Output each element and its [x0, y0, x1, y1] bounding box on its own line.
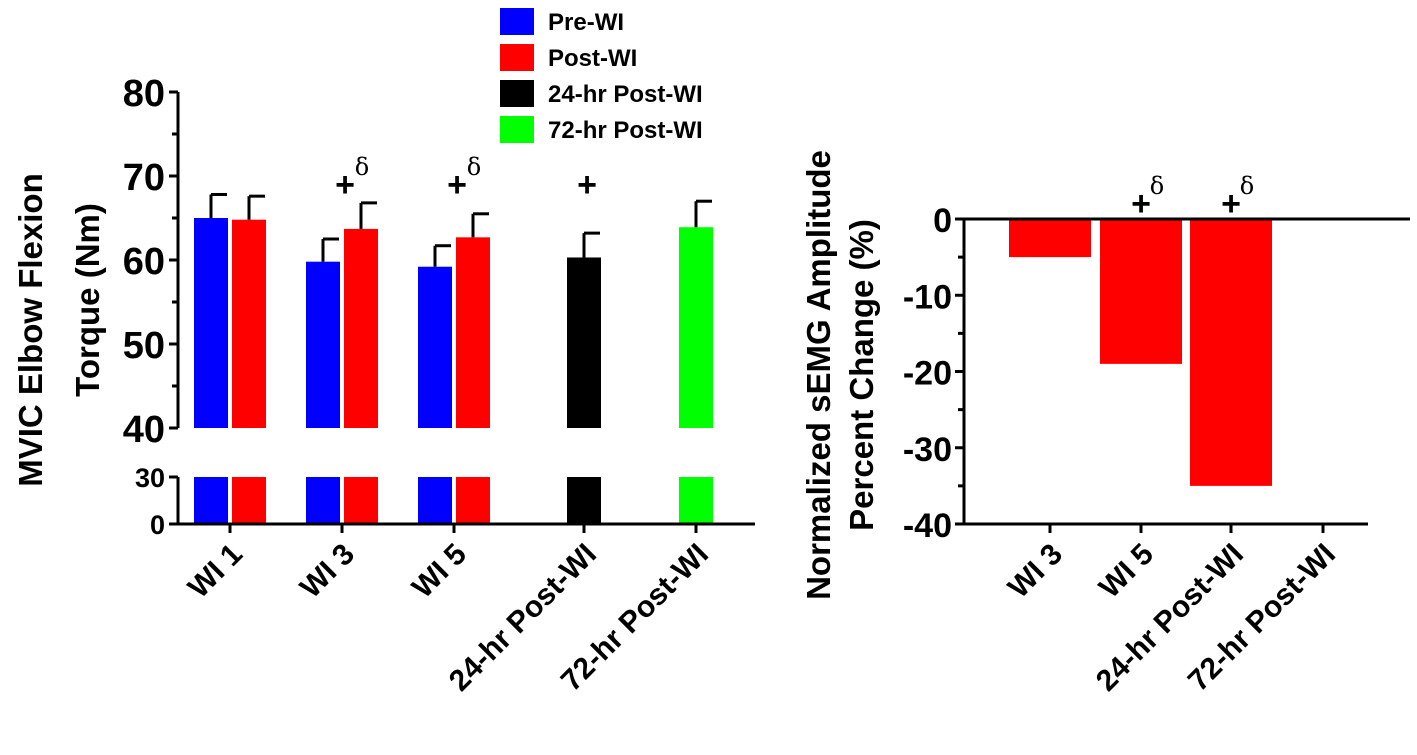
bar-pre-wi-wi-1-lower — [194, 477, 228, 524]
bar-post-wi-wi-3-upper — [344, 228, 378, 428]
left-bars — [194, 192, 713, 524]
bar-post-wi-wi-5-lower — [456, 477, 490, 524]
bar-pre-wi-wi-3-lower — [306, 477, 340, 524]
legend-swatch-72-hr-post-wi — [500, 116, 534, 143]
bar-pre-wi-wi-5-upper — [418, 266, 452, 428]
sig-plus-wi-3: + — [335, 166, 355, 204]
right-ylabel-line2: Percent Change (%) — [843, 219, 880, 531]
legend-swatch-24-hr-post-wi — [500, 80, 534, 107]
right-ylabel-line1: Normalized sEMG Amplitude — [800, 150, 837, 600]
left-ylabel-line1: MVIC Elbow Flexion — [12, 173, 49, 487]
sig-plus-wi-5: + — [447, 166, 467, 204]
right-chart-semg: Normalized sEMG Amplitude Percent Change… — [800, 150, 1410, 698]
left-chart-torque: MVIC Elbow Flexion Torque (Nm) 40 50 60 70 8… — [12, 73, 755, 698]
sig-delta-wi-3: δ — [355, 153, 369, 181]
bar-wi-5 — [1100, 219, 1182, 364]
legend-swatch-post-wi — [500, 44, 534, 71]
legend-label-pre-wi: Pre-WI — [548, 9, 624, 36]
left-y-tick-label: 50 — [123, 325, 165, 367]
right-y-tick-label: 0 — [933, 202, 952, 240]
left-y-tick-label: 60 — [123, 241, 165, 283]
left-ylabel-line2: Torque (Nm) — [69, 203, 106, 397]
bar-post-wi-wi-5-upper — [456, 237, 490, 428]
left-y-tick-label: 70 — [123, 157, 165, 199]
sig-plus-24-hr-post-wi: + — [1221, 185, 1241, 223]
bar-24-hr-post-wi — [1190, 219, 1272, 486]
sig-delta-24-hr-post-wi: δ — [1240, 172, 1254, 200]
bar-pre-wi-wi-5-lower — [418, 477, 452, 524]
left-y-tick-label: 80 — [123, 73, 165, 115]
left-y-tick-label: 0 — [150, 510, 165, 540]
bar-post-wi-wi-1-upper — [232, 219, 266, 428]
right-y-tick-label: -10 — [903, 278, 952, 316]
sig-plus-wi-5: + — [1131, 185, 1151, 223]
sig-plus-24-hr-post-wi: + — [577, 166, 597, 204]
right-x-label-wi-5: WI 5 — [1093, 538, 1160, 605]
bar-wi-3 — [1009, 219, 1091, 258]
bar-72-hr-post-wi-72-hr-post-wi-upper — [679, 227, 713, 428]
bar-24-hr-post-wi-24-hr-post-wi-upper — [567, 257, 601, 428]
bar-post-wi-wi-3-lower — [344, 477, 378, 524]
left-x-label-wi-3: WI 3 — [294, 538, 361, 605]
bar-pre-wi-wi-1-upper — [194, 218, 228, 428]
right-x-label-wi-3: WI 3 — [1002, 538, 1069, 605]
legend-label-72-hr-post-wi: 72-hr Post-WI — [548, 117, 703, 144]
left-x-label-wi-5: WI 5 — [406, 538, 473, 605]
right-y-tick-label: -30 — [903, 431, 952, 469]
right-y-tick-label: -20 — [903, 355, 952, 393]
sig-delta-wi-5: δ — [1150, 172, 1164, 200]
right-annotations: +δ +δ — [1131, 172, 1254, 223]
left-y-tick-label: 40 — [123, 409, 165, 451]
right-bars — [1009, 219, 1272, 486]
legend: Pre-WI Post-WI 24-hr Post-WI 72-hr Post-WI — [500, 8, 703, 144]
bar-post-wi-wi-1-lower — [232, 477, 266, 524]
sig-delta-wi-5: δ — [467, 153, 481, 181]
left-x-label-wi-1: WI 1 — [182, 538, 249, 605]
bar-24-hr-post-wi-24-hr-post-wi-lower — [567, 477, 601, 524]
left-y-axis: 40 50 60 70 80 0 30 — [123, 73, 180, 540]
left-annotations: + δ + δ + — [335, 153, 597, 204]
legend-label-24-hr-post-wi: 24-hr Post-WI — [548, 81, 703, 108]
legend-swatch-pre-wi — [500, 8, 534, 35]
right-y-tick-label: -40 — [903, 507, 952, 545]
bar-72-hr-post-wi-72-hr-post-wi-lower — [679, 477, 713, 524]
left-y-tick-label: 30 — [135, 463, 165, 493]
right-y-axis: 0 -10 -20 -30 -40 — [903, 202, 966, 545]
legend-label-post-wi: Post-WI — [548, 45, 637, 72]
bar-pre-wi-wi-3-upper — [306, 261, 340, 428]
